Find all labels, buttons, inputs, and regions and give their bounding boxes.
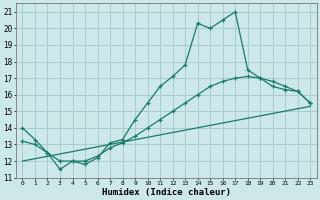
X-axis label: Humidex (Indice chaleur): Humidex (Indice chaleur) [102, 188, 231, 197]
